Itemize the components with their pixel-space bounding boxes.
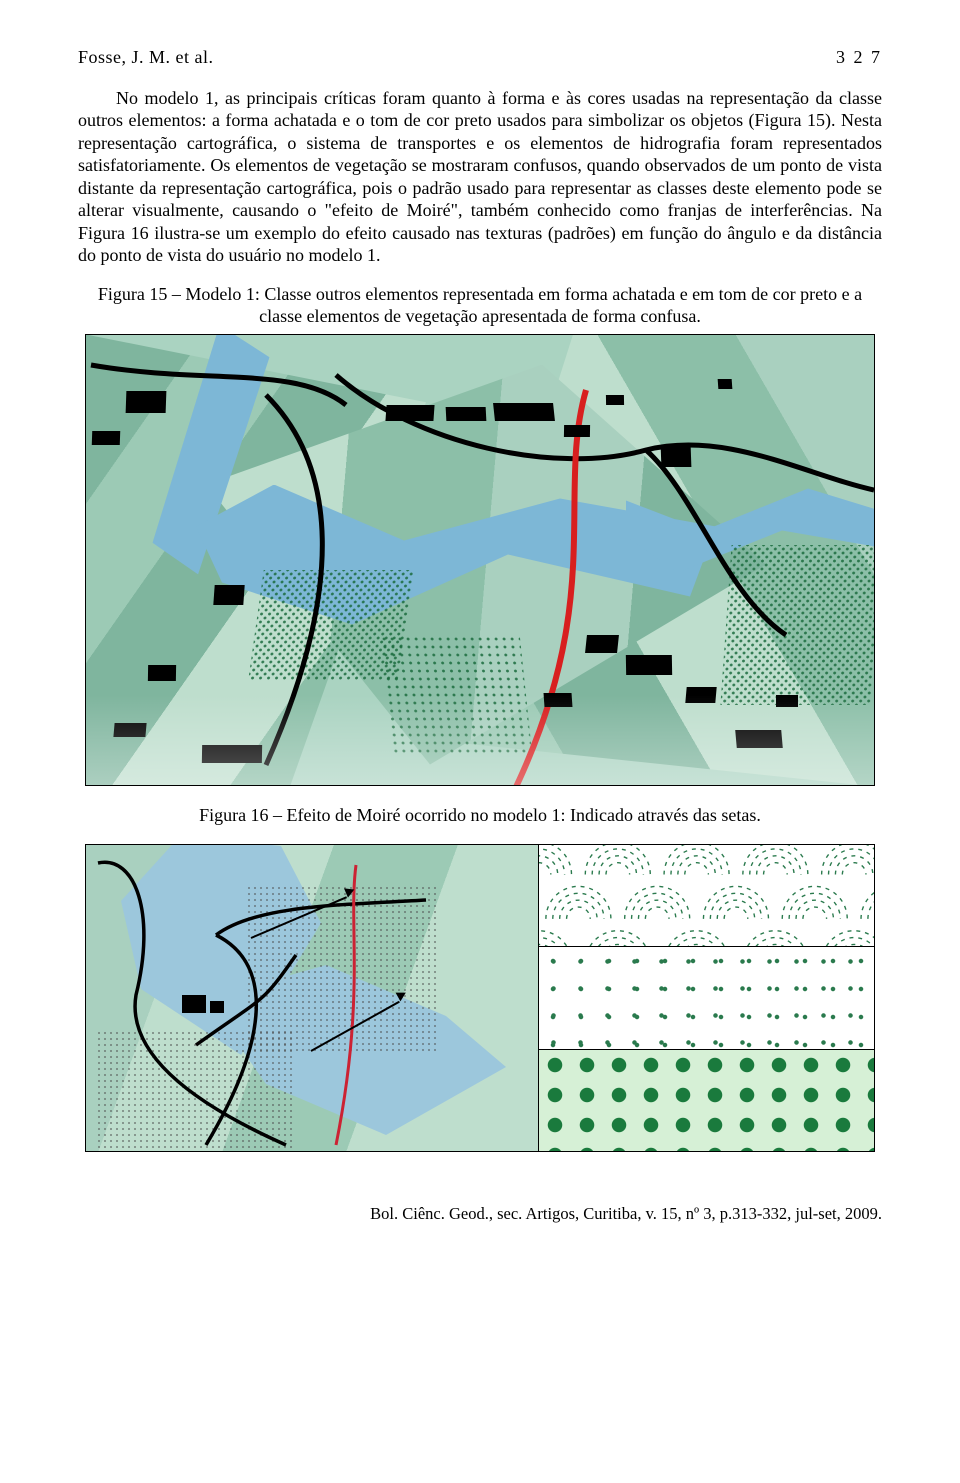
figure-16-right-panels: [539, 845, 874, 1151]
building: [606, 395, 624, 405]
building: [385, 405, 434, 421]
figure-15: [85, 334, 875, 786]
figure-16-left-panel: [86, 845, 539, 1151]
page-footer: Bol. Ciênc. Geod., sec. Artigos, Curitib…: [78, 1204, 882, 1225]
pattern-panel-arcs: [539, 845, 874, 946]
building: [126, 391, 167, 413]
road-network: [86, 845, 538, 1151]
building: [148, 665, 176, 681]
figure-16-caption: Figura 16 – Efeito de Moiré ocorrido no …: [78, 804, 882, 827]
building: [493, 403, 555, 421]
building: [585, 635, 619, 653]
building: [92, 431, 120, 445]
building: [564, 425, 590, 437]
building: [446, 407, 487, 421]
pattern-panel-dots: [539, 1049, 874, 1151]
page-number: 3 2 7: [836, 46, 882, 69]
building: [718, 379, 733, 389]
depth-fog: [86, 695, 874, 785]
building: [661, 445, 692, 467]
author-name: Fosse, J. M. et al.: [78, 46, 214, 69]
figure-16: [85, 844, 875, 1152]
building: [213, 585, 244, 605]
building: [182, 995, 206, 1013]
pattern-panel-moire: [539, 946, 874, 1048]
building: [626, 655, 672, 675]
page-header: Fosse, J. M. et al. 3 2 7: [78, 46, 882, 69]
figure-15-caption: Figura 15 – Modelo 1: Classe outros elem…: [78, 283, 882, 328]
building: [210, 1001, 224, 1013]
body-paragraph: No modelo 1, as principais críticas fora…: [78, 87, 882, 267]
